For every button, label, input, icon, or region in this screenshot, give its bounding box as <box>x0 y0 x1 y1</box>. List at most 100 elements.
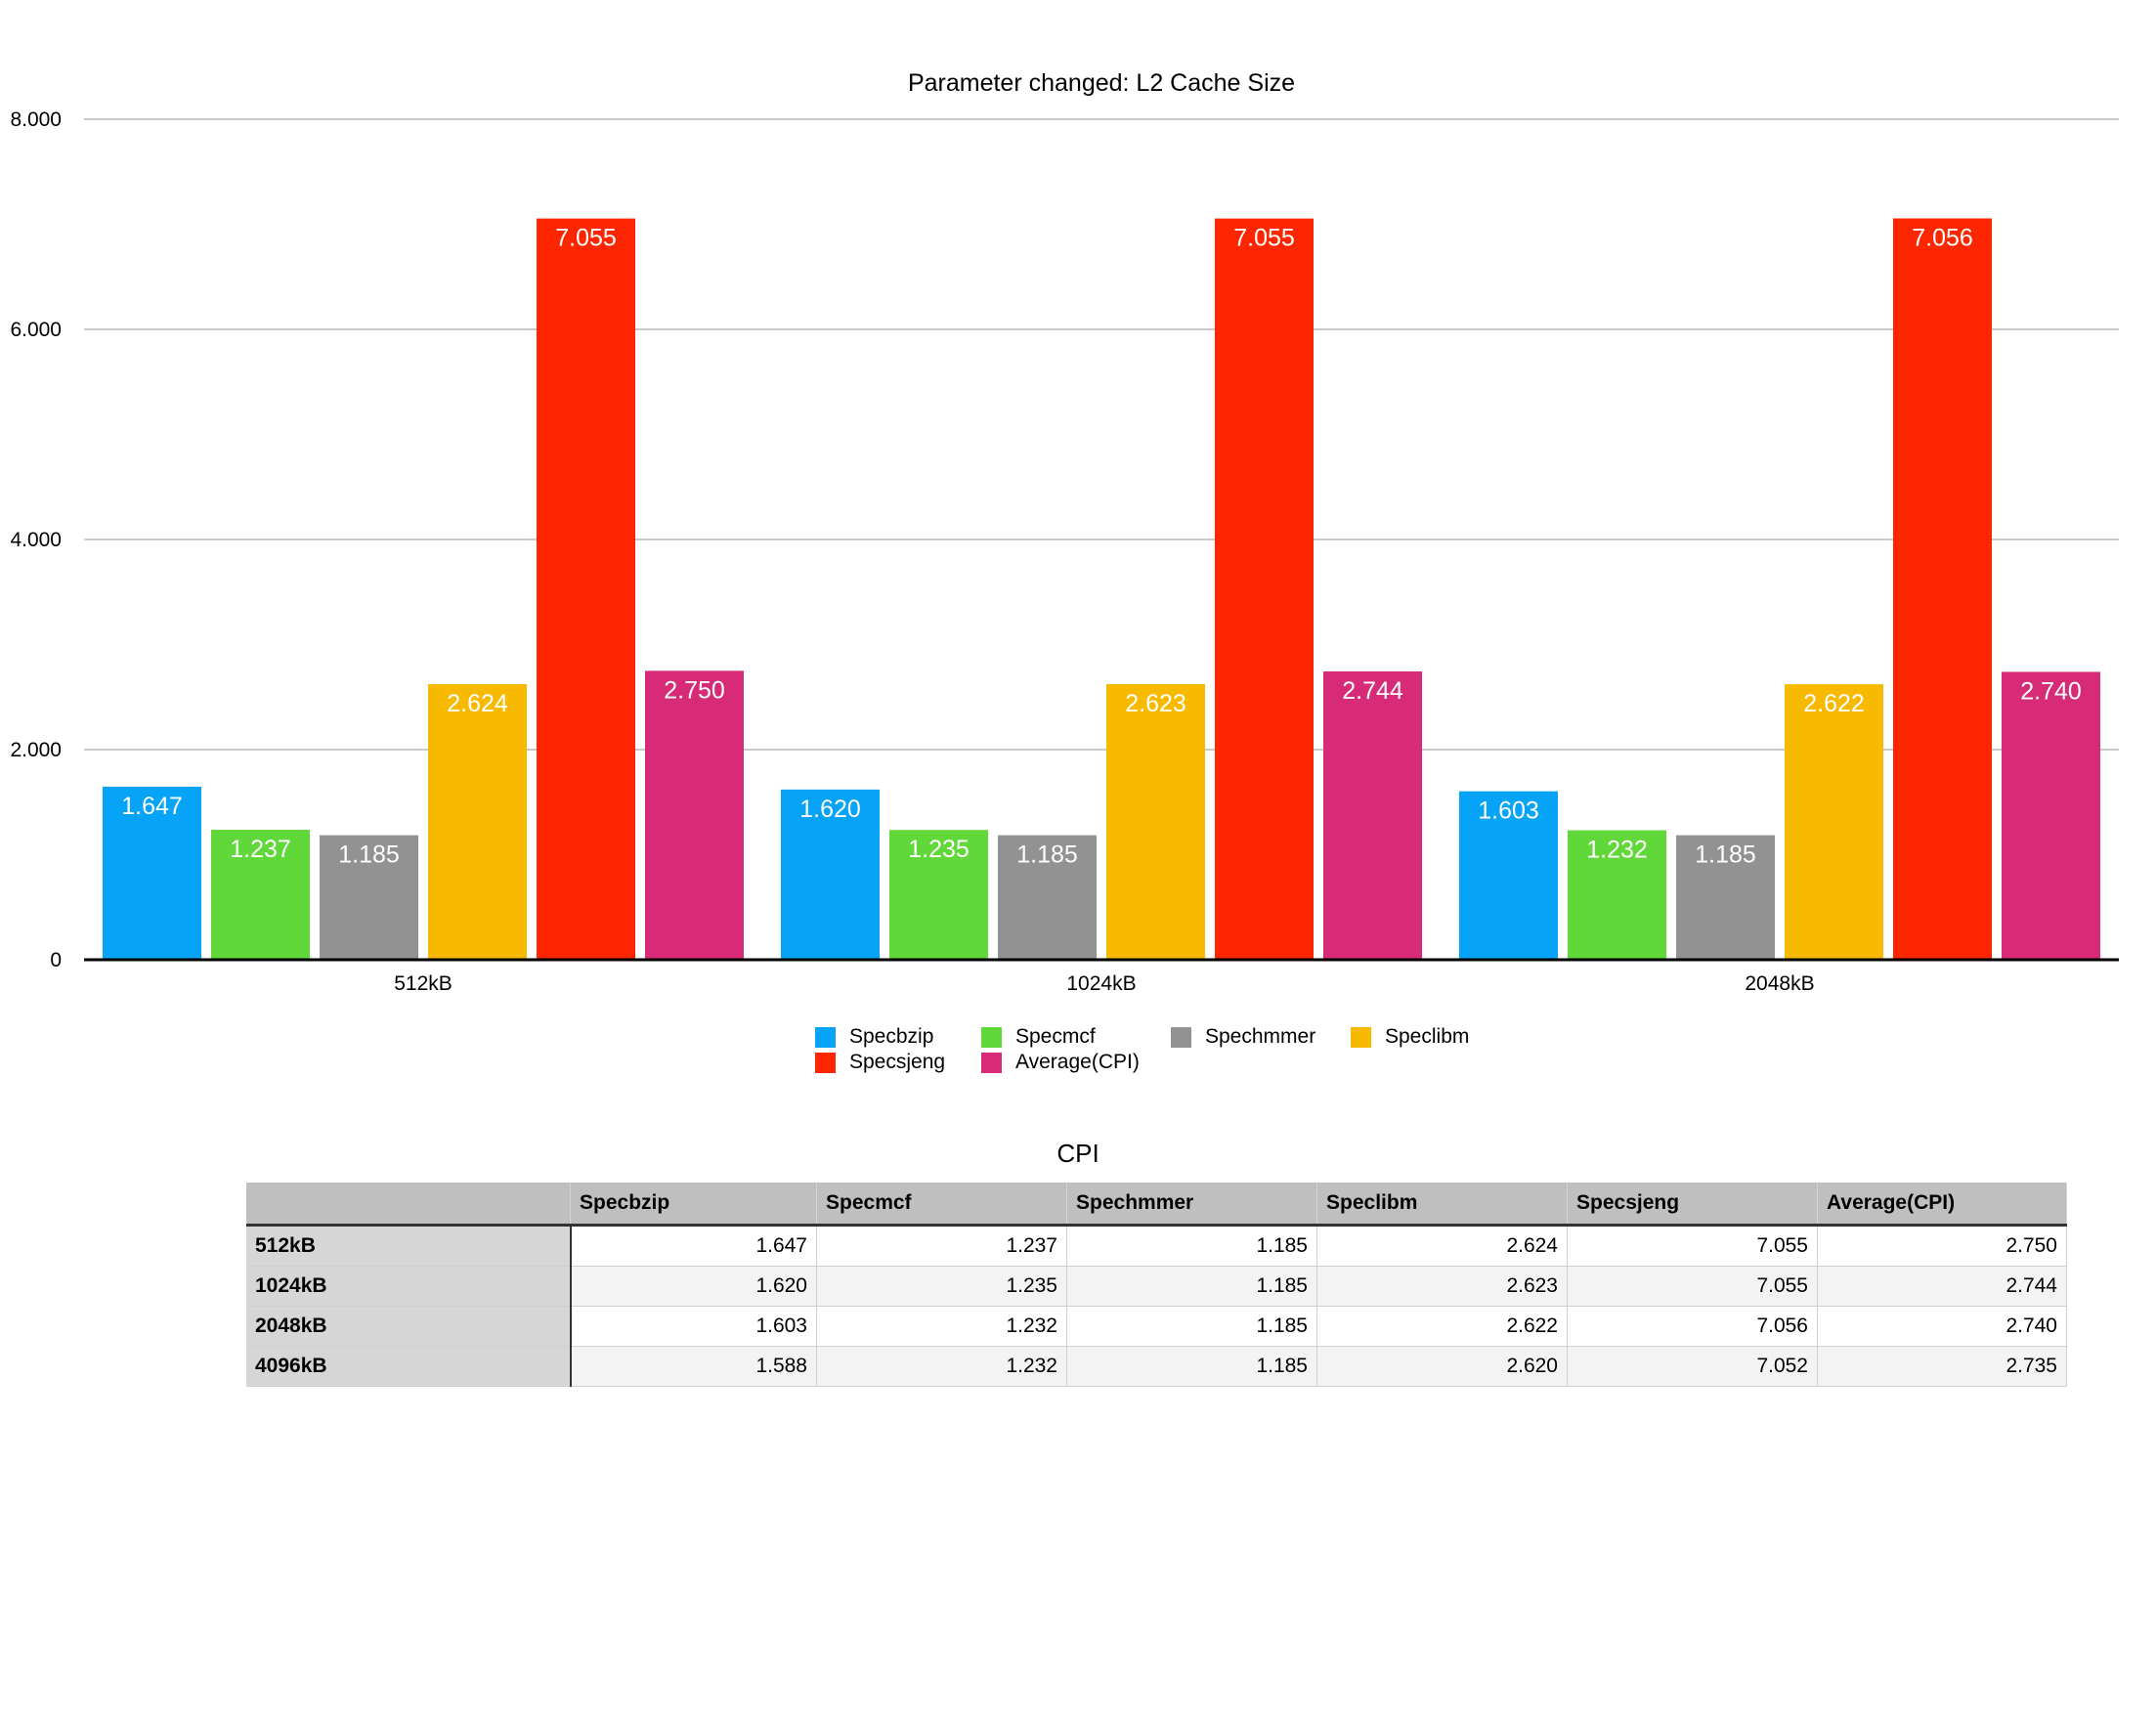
bar <box>1785 684 1883 960</box>
row-header-cell: 4096kB <box>246 1346 572 1387</box>
bar <box>1215 218 1314 960</box>
table-cell: 1.237 <box>816 1225 1067 1267</box>
table-cell: 1.603 <box>570 1306 817 1347</box>
table-cell: 1.235 <box>816 1266 1067 1307</box>
table-cell: 1.232 <box>816 1346 1067 1387</box>
data-label: 1.620 <box>799 796 861 823</box>
bar <box>1323 671 1422 960</box>
table-cell: 2.744 <box>1817 1266 2067 1307</box>
bar <box>998 835 1097 960</box>
y-tick-label: 8.000 <box>10 108 62 131</box>
data-label: 1.185 <box>338 841 400 869</box>
data-label: 2.744 <box>1342 677 1403 705</box>
table-cell: 7.055 <box>1567 1225 1818 1267</box>
table-header-cell: Specmcf <box>816 1183 1067 1227</box>
legend-item: Specmcf <box>981 1025 1171 1048</box>
bar <box>2002 671 2100 960</box>
x-tick-label: 2048kB <box>1745 972 1814 995</box>
row-header-cell: 1024kB <box>246 1266 572 1307</box>
data-label: 2.624 <box>447 690 508 717</box>
data-label: 7.056 <box>1912 224 1973 251</box>
table-header-cell: Spechmmer <box>1066 1183 1317 1227</box>
table-title: CPI <box>1056 1139 1100 1168</box>
data-label: 1.647 <box>121 793 183 820</box>
data-label: 1.232 <box>1586 837 1648 864</box>
legend-item: Specbzip <box>815 1025 981 1048</box>
legend-item: Average(CPI) <box>981 1051 1171 1073</box>
legend-swatch <box>1351 1026 1371 1048</box>
legend-label: Specmcf <box>1015 1025 1096 1048</box>
data-label: 7.055 <box>1233 225 1295 252</box>
bar <box>428 683 527 960</box>
row-header-cell: 2048kB <box>246 1306 572 1347</box>
table-header-row: Specbzip Specmcf Spechmmer Speclibm Specsjen… <box>246 1183 2067 1227</box>
table-cell: 2.735 <box>1817 1346 2067 1387</box>
table-header-cell: Average(CPI) <box>1817 1183 2067 1227</box>
y-tick-label: 6.000 <box>10 319 62 341</box>
legend-swatch <box>1171 1026 1191 1048</box>
bar <box>645 670 744 960</box>
table-row: 2048kB 1.603 1.232 1.185 2.622 7.056 2.740 <box>246 1306 2067 1347</box>
chart-title: Parameter changed: L2 Cache Size <box>908 69 1295 97</box>
legend-swatch <box>981 1052 1002 1073</box>
table-cell: 2.750 <box>1817 1225 2067 1267</box>
legend-swatch <box>981 1026 1002 1048</box>
table-cell: 2.624 <box>1316 1225 1568 1267</box>
legend-label: Speclibm <box>1385 1025 1470 1048</box>
data-label: 2.622 <box>1803 690 1865 717</box>
legend-swatch <box>815 1026 836 1048</box>
row-header-cell: 512kB <box>246 1225 572 1267</box>
table-row: 4096kB 1.588 1.232 1.185 2.620 7.052 2.735 <box>246 1346 2067 1387</box>
bar <box>103 786 201 960</box>
y-tick-label: 4.000 <box>10 529 62 551</box>
bar <box>889 830 988 960</box>
cpi-table: Specbzip Specmcf Spechmmer Speclibm Specsjen… <box>246 1183 2067 1387</box>
bar <box>1676 835 1775 960</box>
bar-chart: Parameter changed: L2 Cache Size 0 2.000 4.… <box>10 69 2119 995</box>
table-header-cell: Speclibm <box>1316 1183 1568 1227</box>
legend-item: Spechmmer <box>1171 1025 1351 1048</box>
table-cell: 1.232 <box>816 1306 1067 1347</box>
legend-label: Spechmmer <box>1205 1025 1316 1048</box>
table-cell: 2.623 <box>1316 1266 1568 1307</box>
table-cell: 2.620 <box>1316 1346 1568 1387</box>
table-cell: 7.052 <box>1567 1346 1818 1387</box>
bar <box>1568 830 1666 960</box>
bar <box>1106 684 1205 960</box>
bar <box>1459 791 1558 960</box>
data-label: 2.750 <box>664 676 725 704</box>
table-header-cell: Specbzip <box>570 1183 817 1227</box>
legend-swatch <box>815 1052 836 1073</box>
bar <box>781 789 880 960</box>
table-row: 1024kB 1.620 1.235 1.185 2.623 7.055 2.744 <box>246 1266 2067 1307</box>
data-label: 7.055 <box>555 225 617 252</box>
table-row: 512kB 1.647 1.237 1.185 2.624 7.055 2.750 <box>246 1225 2067 1267</box>
data-label: 1.185 <box>1695 841 1756 869</box>
legend-item: Speclibm <box>1351 1025 1497 1048</box>
legend-label: Average(CPI) <box>1015 1051 1140 1073</box>
data-label: 2.623 <box>1125 690 1186 717</box>
y-tick-label: 0 <box>50 949 62 971</box>
table-cell: 1.185 <box>1066 1225 1317 1267</box>
table-cell: 2.740 <box>1817 1306 2067 1347</box>
data-label: 1.603 <box>1478 797 1539 825</box>
data-label: 2.740 <box>2020 677 2082 705</box>
table-cell: 1.185 <box>1066 1266 1317 1307</box>
table-cell: 7.055 <box>1567 1266 1818 1307</box>
bar <box>537 218 635 960</box>
x-tick-label: 512kB <box>394 972 453 995</box>
y-tick-label: 2.000 <box>10 739 62 761</box>
table-cell: 1.588 <box>570 1346 817 1387</box>
data-label: 1.185 <box>1016 841 1078 869</box>
table-cell: 1.647 <box>570 1225 817 1267</box>
bar <box>320 835 418 960</box>
x-tick-label: 1024kB <box>1066 972 1136 995</box>
legend-item: Specsjeng <box>815 1051 981 1073</box>
data-label: 1.237 <box>230 836 291 863</box>
data-label: 1.235 <box>908 836 970 863</box>
legend-label: Specbzip <box>849 1025 934 1048</box>
bar <box>1893 218 1992 961</box>
table-cell: 1.185 <box>1066 1346 1317 1387</box>
table-cell: 7.056 <box>1567 1306 1818 1347</box>
table-cell: 1.620 <box>570 1266 817 1307</box>
